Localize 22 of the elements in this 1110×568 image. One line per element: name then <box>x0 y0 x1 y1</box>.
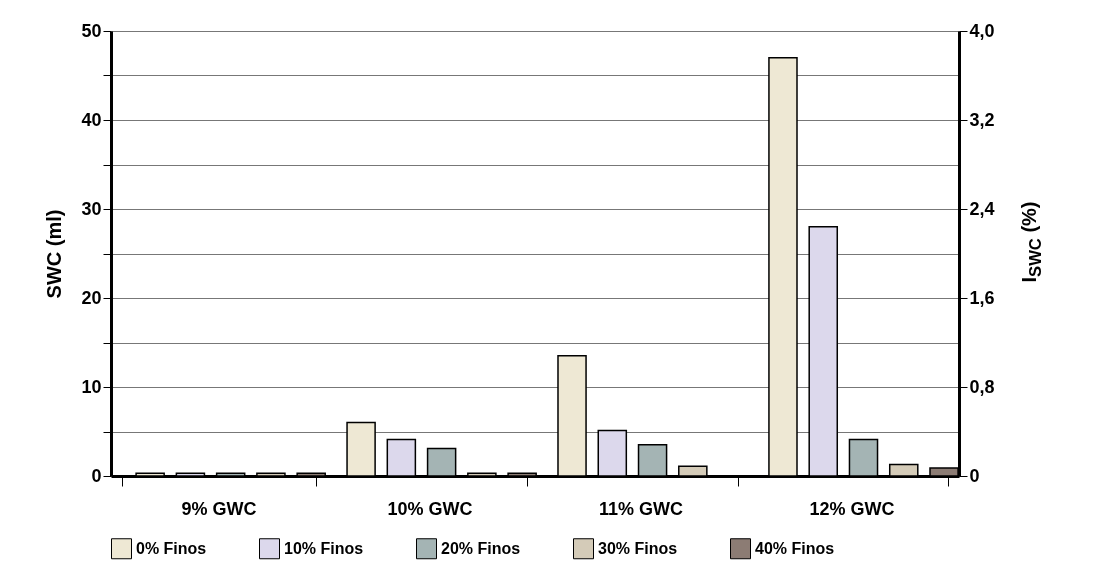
y2-tick-label: 3,2 <box>969 109 995 130</box>
legend-label: 30% Finos <box>598 539 678 557</box>
x-tick-label: 11% GWC <box>598 498 683 519</box>
y-tick-label: 50 <box>81 20 102 41</box>
y-tick-label: 10 <box>81 376 102 397</box>
y2-tick-label: 0 <box>969 465 980 486</box>
y2-tick-label: 1,6 <box>969 287 995 308</box>
y-tick-label: 20 <box>81 287 102 308</box>
legend-label: 0% Finos <box>136 539 207 557</box>
y-axis-title: SWC (ml) <box>43 209 66 299</box>
legend-label: 20% Finos <box>441 539 521 557</box>
y-tick-label: 40 <box>81 109 102 130</box>
y2-tick-label: 2,4 <box>969 198 995 219</box>
y2-tick-label: 4,0 <box>969 20 995 41</box>
y-tick-label: 0 <box>91 465 102 486</box>
x-tick-label: 9% GWC <box>181 498 257 519</box>
y-tick-label: 30 <box>81 198 102 219</box>
y2-tick-label: 0,8 <box>969 376 995 397</box>
x-tick-label: 12% GWC <box>809 498 895 519</box>
legend-label: 40% Finos <box>755 539 835 557</box>
x-tick-label: 10% GWC <box>387 498 473 519</box>
legend-label: 10% Finos <box>284 539 364 557</box>
